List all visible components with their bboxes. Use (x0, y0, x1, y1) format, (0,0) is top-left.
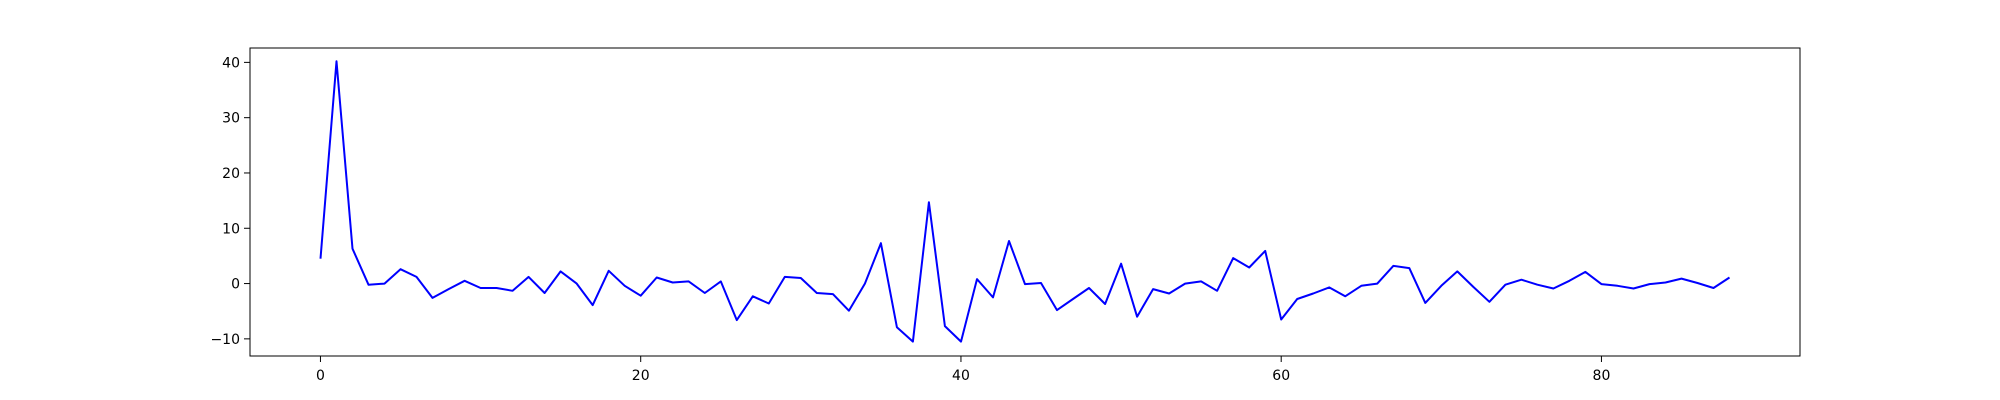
x-tick-label: 80 (1593, 368, 1611, 384)
axis-ticks: 0 20 40 60 80 −10 0 10 20 30 40 (210, 55, 1610, 384)
y-tick-label: 0 (231, 277, 240, 293)
y-tick-label: 10 (222, 221, 240, 237)
x-tick-label: 40 (952, 368, 970, 384)
y-tick-label: 40 (222, 55, 240, 71)
series-line (319, 60, 1731, 343)
y-tick-label: −10 (210, 332, 240, 348)
x-tick-label: 0 (316, 368, 325, 384)
y-tick-label: 20 (222, 166, 240, 182)
plot-area (319, 60, 1731, 343)
x-tick-label: 20 (632, 368, 650, 384)
y-tick-label: 30 (222, 111, 240, 127)
x-tick-label: 60 (1272, 368, 1290, 384)
axes-frame (249, 47, 1801, 357)
